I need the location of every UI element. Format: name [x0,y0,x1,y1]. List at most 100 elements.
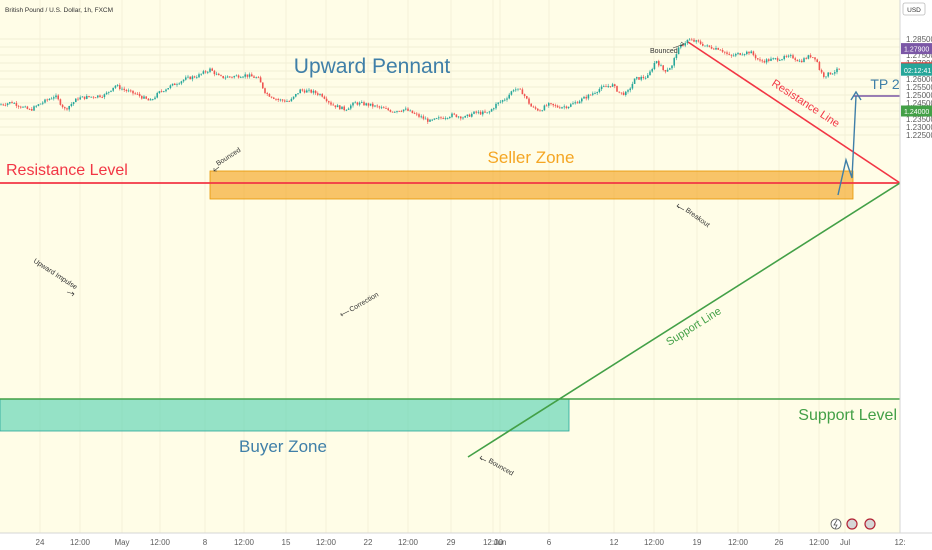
candle-body [801,60,803,63]
candle-body [686,39,689,44]
candle-body [515,89,517,91]
us-flag-icon[interactable] [846,518,858,530]
candle-body [125,89,128,92]
candle-body [262,82,264,89]
candle-body [607,86,609,87]
x-tick-label: 12:00 [644,538,665,547]
candle-body [816,59,818,62]
candle-body [308,89,310,91]
candle-body [339,105,341,110]
candle-body [631,83,634,89]
candle-body [772,58,774,60]
candle-body [550,103,552,104]
candle-body [299,89,301,94]
candle-body [572,103,574,105]
candle-body [574,102,576,104]
x-tick-labels: 24 12:00 May 12:00 8 12:00 15 12:00 22 12:00 29 12:… [36,538,906,547]
candle-body [79,97,81,100]
us-flag-icon-2[interactable] [864,518,876,530]
candle-body [695,40,697,42]
candle-body [376,105,378,107]
candle-body [310,89,312,93]
candle-body [677,47,680,55]
time-axis[interactable]: 24 12:00 May 12:00 8 12:00 15 12:00 22 12:00 29 12:… [0,532,932,550]
candle-body [662,65,664,71]
candle-body [721,50,724,52]
candle-body [682,45,684,46]
candle-body [121,88,123,90]
currency-badge[interactable] [902,2,926,16]
candle-body [649,71,651,76]
candle-body [598,89,601,93]
buyer-zone [0,398,570,432]
candle-body [171,83,174,86]
candle-body [807,55,810,59]
candle-body [541,110,543,112]
candle-body [229,76,231,78]
candle-body [570,104,572,107]
candle-body [589,94,592,96]
candle-body [411,110,414,114]
candle-body [413,113,416,114]
candle-body [147,98,150,101]
candle-body [620,92,623,94]
support-level-label: Support Level [798,407,897,424]
candle-body [237,75,240,78]
candle-body [596,92,598,94]
candle-body [823,72,825,77]
candle-body [97,95,99,98]
candle-body [138,93,141,97]
candle-body [510,91,513,95]
candle-body [479,111,482,115]
candle-body [757,58,759,60]
candle-body [323,96,326,99]
candle-body [191,76,194,80]
lightning-icon[interactable] [830,518,842,530]
level-lines [0,41,901,458]
candle-body [314,90,317,94]
candle-body [603,86,605,88]
candle-body [350,105,352,109]
candle-body [169,85,172,89]
candle-body [508,94,510,99]
candle-body [253,76,255,78]
candle-body [24,106,26,108]
event-icons[interactable] [830,518,876,530]
price-label-bg [901,43,932,55]
candle-body [198,74,200,78]
candle-body [671,65,673,69]
symbol-title: British Pound / U.S. Dollar, 1h, FXCM [5,7,113,14]
candle-body [4,104,7,106]
correction-arrow [340,310,350,317]
candle-body [277,99,279,100]
candle-body [429,119,431,122]
candle-body [405,108,407,110]
candle-body [233,76,235,78]
candle-body [385,108,387,109]
candle-body [246,74,249,77]
candle-body [290,98,293,102]
candle-body [9,102,11,104]
candle-body [99,95,101,97]
candle-body [163,91,165,93]
candle-body [563,106,565,108]
candle-body [501,100,504,102]
candle-body [116,85,119,87]
candle-body [180,81,183,84]
tp2-label: TP 2 [870,76,900,92]
candle-body [273,97,275,99]
candle-body [303,90,306,93]
candle-body [504,99,506,101]
candle-body [724,51,726,53]
candle-body [774,58,777,60]
candle-body [587,94,590,99]
candle-body [83,96,86,99]
candle-body [55,95,57,98]
candle-body [499,101,502,103]
price-axis[interactable]: 1.285001.280001.275001.270001.265001.260… [899,0,932,550]
candle-body [680,45,682,48]
candle-body [154,97,156,100]
candle-body [493,108,495,110]
y-tick-label: 1.25500 [906,83,932,92]
